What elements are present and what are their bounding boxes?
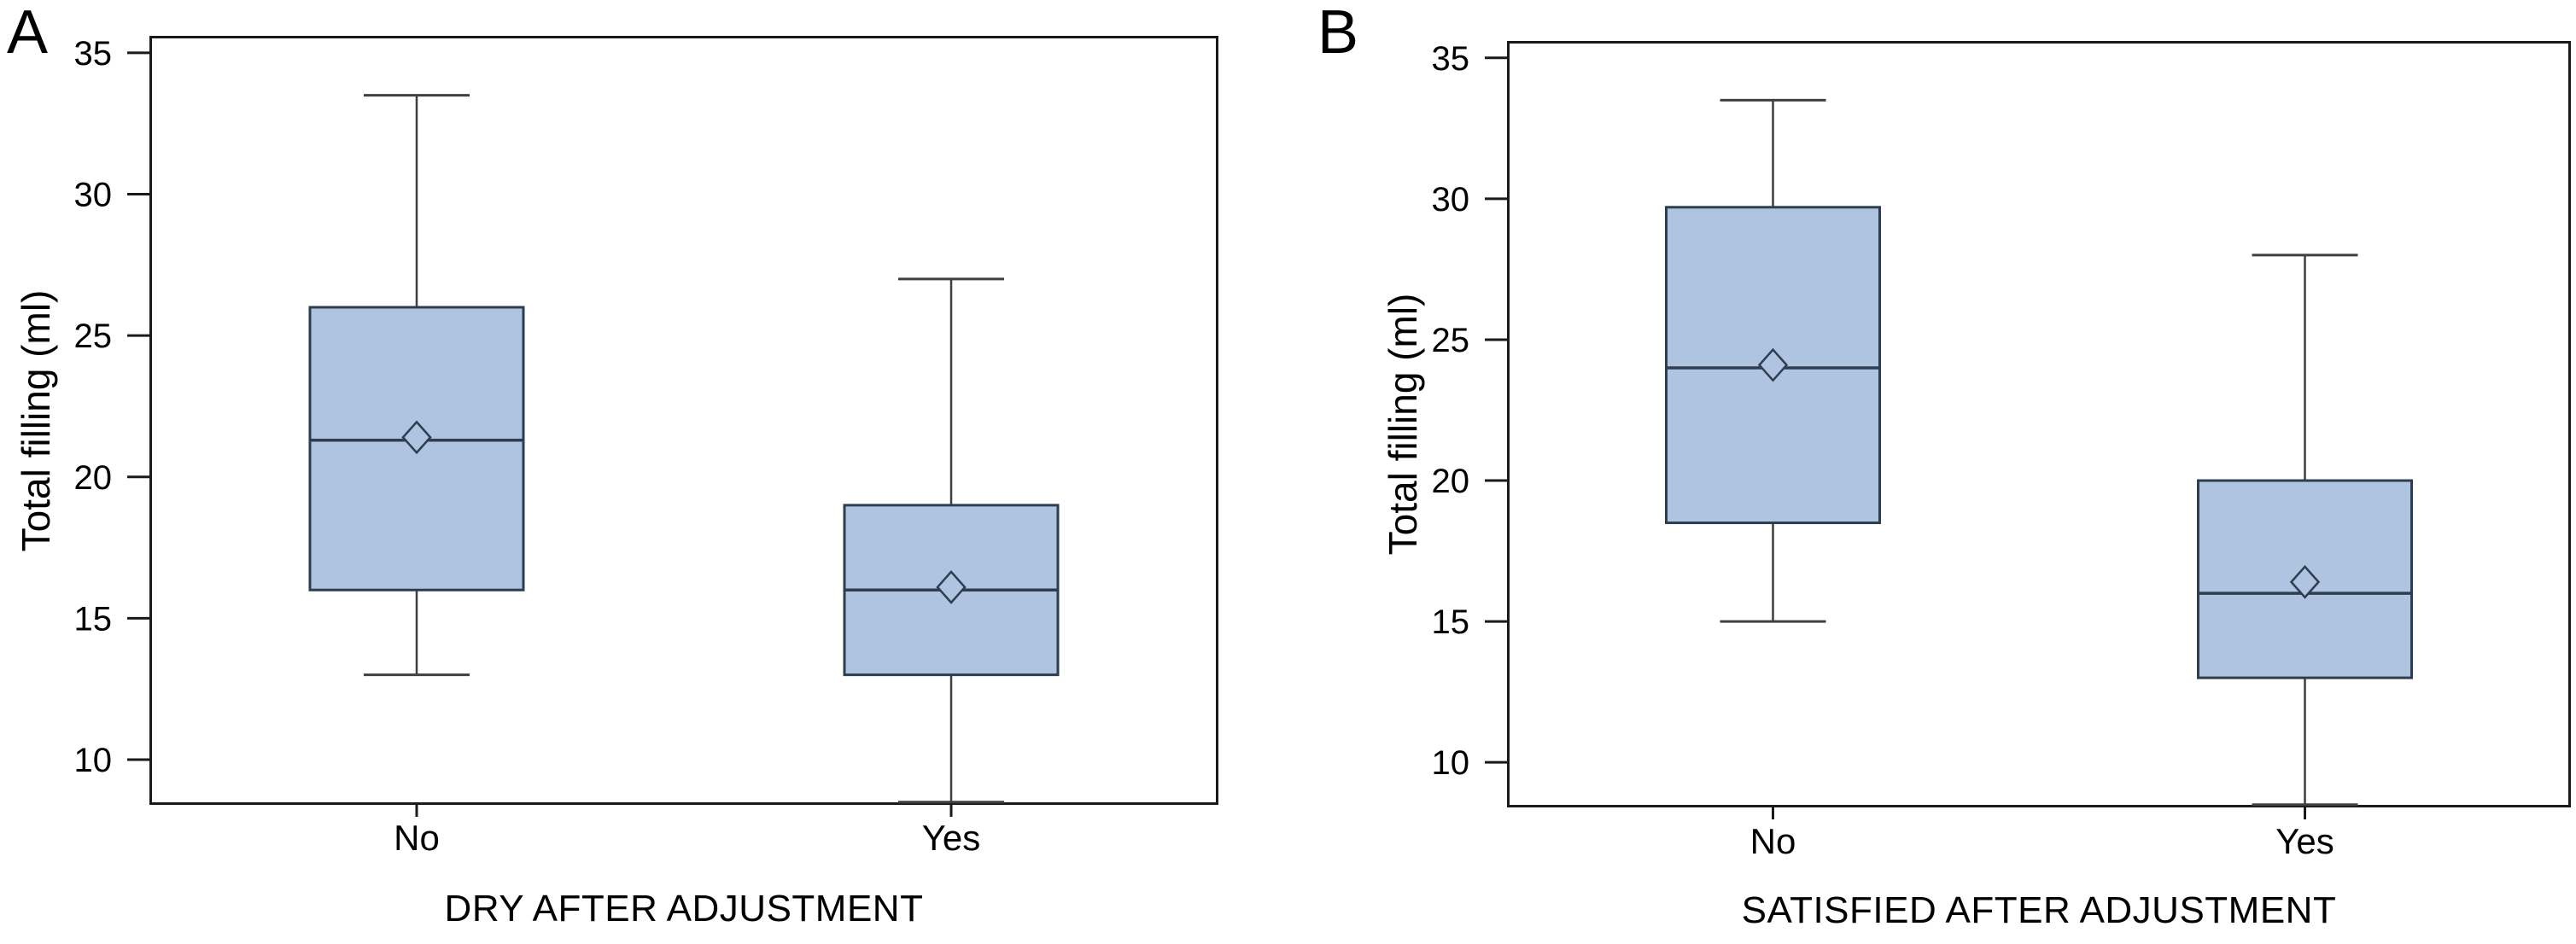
plot-border (1507, 41, 2571, 807)
y-tick-label: 35 (1432, 41, 1470, 78)
boxplot-canvas-b: 10 15 20 25 30 35 (1432, 41, 2571, 819)
category-label-yes: Yes (921, 818, 981, 858)
plot-border (149, 36, 1218, 805)
category-label-no: No (394, 818, 440, 858)
panel-a-letter: A (7, 0, 49, 67)
y-tick-label: 25 (74, 318, 113, 355)
y-tick-label: 30 (74, 177, 113, 214)
boxplot-canvas-a: 10 15 20 25 30 35 (74, 36, 1218, 817)
mean-diamond (1757, 347, 1789, 382)
mean-diamond (936, 570, 967, 604)
panel-b-letter: B (1317, 0, 1359, 67)
x-axis-title-a: DRY AFTER ADJUSTMENT (444, 888, 924, 929)
mean-diamond (401, 420, 432, 455)
y-tick-label: 15 (1432, 603, 1470, 641)
y-tick-label: 10 (74, 742, 113, 779)
y-tick-label: 10 (1432, 744, 1470, 782)
x-axis-title-b: SATISFIED AFTER ADJUSTMENT (1741, 889, 2337, 931)
y-tick-label: 20 (1432, 463, 1470, 500)
y-tick-label: 20 (74, 459, 113, 497)
mean-diamond (2289, 565, 2321, 599)
y-tick-label: 35 (74, 36, 113, 73)
category-label-yes: Yes (2275, 821, 2334, 861)
category-label-no: No (1749, 821, 1796, 861)
y-tick-label: 25 (1432, 322, 1470, 359)
y-tick-label: 15 (74, 600, 113, 638)
panel-b: B Total filling (ml) 10 15 20 25 30 35 SATISF… (1288, 0, 2576, 944)
y-tick-label: 30 (1432, 181, 1470, 219)
panel-a: A Total filling (ml) 10 15 20 25 30 35 DRY AF… (7, 0, 1218, 929)
